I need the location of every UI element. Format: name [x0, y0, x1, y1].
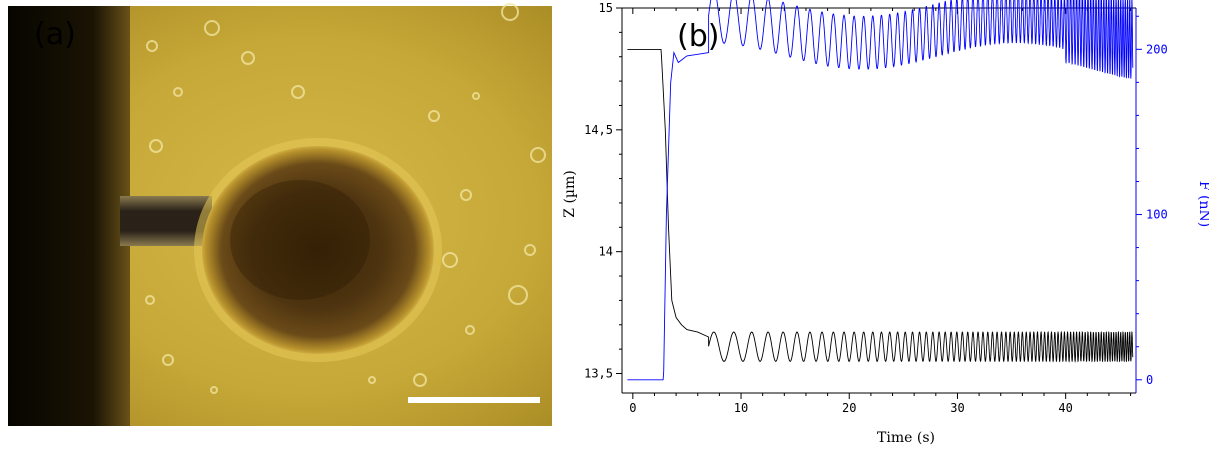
y-right-tick-label: 0 — [1146, 373, 1153, 387]
x-tick-label: 10 — [734, 401, 748, 415]
micrograph-panel: (a) — [8, 3, 552, 426]
series-group — [627, 0, 1134, 381]
y-right-axis: 0 100 200 — [1136, 15, 1168, 387]
force-line — [627, 0, 1134, 381]
spheroid — [194, 138, 442, 362]
panel-a-label: (a) — [34, 17, 76, 52]
panel-b-label: (b) — [677, 19, 719, 54]
x-tick-label: 30 — [950, 401, 964, 415]
y-left-tick-label: 14 — [599, 245, 613, 259]
y-left-tick-label: 14,5 — [584, 123, 613, 137]
x-axis-title: Time (s) — [877, 430, 935, 446]
y-left-axis: 13,5 14 14,5 15 — [584, 1, 622, 381]
z-displacement-line — [627, 48, 1134, 363]
x-tick-label: 0 — [629, 401, 636, 415]
y-right-tick-label: 100 — [1146, 208, 1168, 222]
y-left-axis-title: Z (µm) — [562, 170, 578, 217]
x-tick-label: 20 — [842, 401, 856, 415]
x-tick-label: 40 — [1058, 401, 1072, 415]
x-axis: 0 10 20 30 40 — [629, 8, 1132, 415]
y-right-tick-label: 200 — [1146, 42, 1168, 56]
y-right-axis-title: F (nN) — [1196, 181, 1209, 227]
particles — [145, 3, 546, 394]
y-left-tick-label: 15 — [599, 1, 613, 15]
force-displacement-chart: 0 10 20 30 40 13,5 14 14,5 15 0 100 200 (b) Time … — [562, 0, 1209, 446]
y-left-tick-label: 13,5 — [584, 367, 613, 381]
pipette-shadow — [8, 6, 130, 426]
plot-frame — [621, 7, 1137, 394]
scale-bar — [408, 397, 540, 403]
